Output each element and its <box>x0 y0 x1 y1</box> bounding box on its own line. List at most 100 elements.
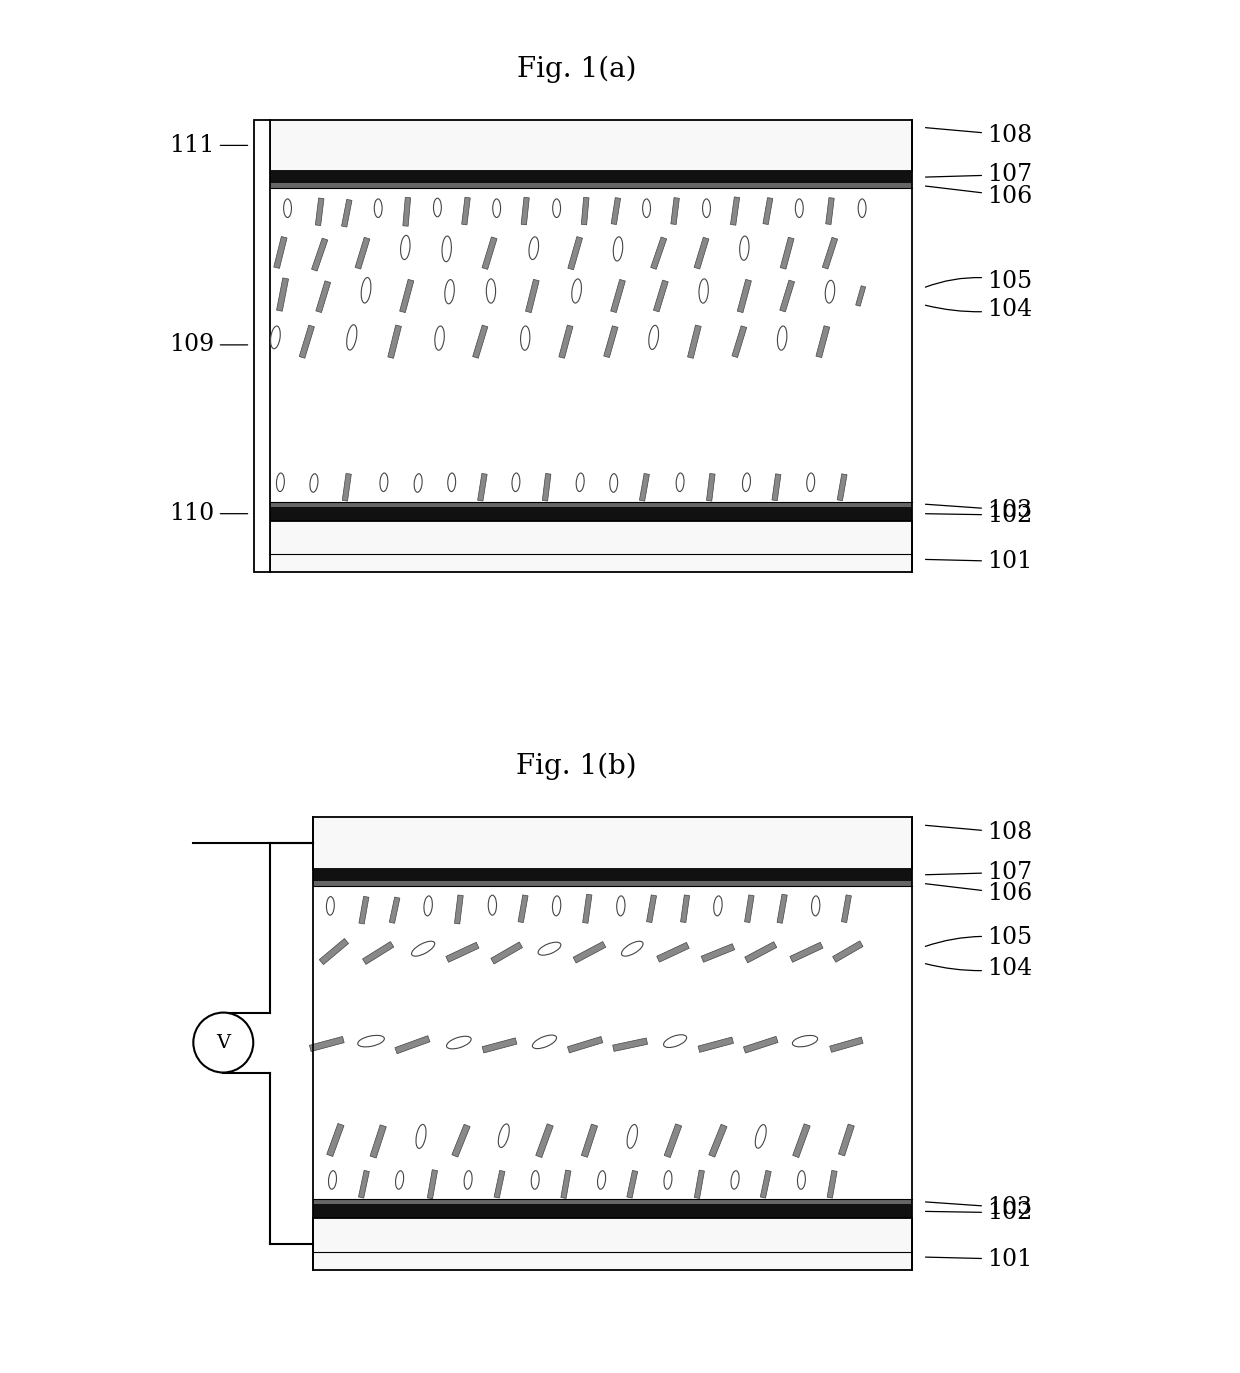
Polygon shape <box>646 895 656 923</box>
Ellipse shape <box>616 897 625 916</box>
Bar <box>254 119 269 573</box>
Polygon shape <box>822 238 837 269</box>
Text: 111: 111 <box>170 135 248 157</box>
Text: 108: 108 <box>925 124 1032 147</box>
Text: 103: 103 <box>925 498 1032 522</box>
Polygon shape <box>842 895 852 923</box>
Text: 103: 103 <box>925 1196 1032 1219</box>
Polygon shape <box>358 1170 370 1199</box>
Bar <box>269 172 913 183</box>
Ellipse shape <box>743 474 750 492</box>
Polygon shape <box>610 280 625 313</box>
Ellipse shape <box>531 1171 539 1189</box>
Ellipse shape <box>347 324 357 350</box>
Polygon shape <box>428 1170 438 1199</box>
Ellipse shape <box>699 279 708 303</box>
Polygon shape <box>446 942 479 962</box>
Polygon shape <box>709 1124 727 1157</box>
Text: Fig. 1(b): Fig. 1(b) <box>516 754 637 780</box>
Ellipse shape <box>357 1035 384 1046</box>
Bar <box>312 1199 913 1204</box>
Polygon shape <box>687 325 701 358</box>
Polygon shape <box>604 325 618 357</box>
Polygon shape <box>311 238 327 270</box>
Polygon shape <box>745 942 776 962</box>
Bar <box>269 183 913 188</box>
Polygon shape <box>388 325 402 358</box>
Ellipse shape <box>446 1037 471 1049</box>
Polygon shape <box>681 895 689 923</box>
Polygon shape <box>738 279 751 313</box>
Ellipse shape <box>795 199 804 217</box>
Polygon shape <box>657 942 689 962</box>
Polygon shape <box>671 198 680 225</box>
Ellipse shape <box>277 474 284 492</box>
Polygon shape <box>559 325 573 358</box>
Bar <box>312 886 913 1199</box>
Ellipse shape <box>361 277 371 303</box>
Ellipse shape <box>598 1171 605 1189</box>
Ellipse shape <box>807 474 815 492</box>
Polygon shape <box>651 238 667 269</box>
Ellipse shape <box>642 199 651 217</box>
Ellipse shape <box>703 199 711 217</box>
Polygon shape <box>627 1170 637 1199</box>
Bar <box>269 501 913 507</box>
Ellipse shape <box>811 897 820 916</box>
Text: 104: 104 <box>925 298 1032 321</box>
Polygon shape <box>792 1124 810 1157</box>
Polygon shape <box>665 1124 682 1157</box>
Polygon shape <box>611 198 620 225</box>
Polygon shape <box>830 1037 863 1052</box>
Polygon shape <box>827 1170 837 1199</box>
Ellipse shape <box>489 895 496 916</box>
Polygon shape <box>341 199 352 227</box>
Polygon shape <box>780 238 794 269</box>
Polygon shape <box>826 198 835 225</box>
Polygon shape <box>698 1037 734 1052</box>
Ellipse shape <box>649 325 658 349</box>
Ellipse shape <box>714 897 722 916</box>
Polygon shape <box>582 198 589 225</box>
Polygon shape <box>707 474 715 501</box>
Ellipse shape <box>572 279 582 303</box>
Polygon shape <box>763 198 773 225</box>
Circle shape <box>193 1012 253 1072</box>
Polygon shape <box>355 238 370 269</box>
Ellipse shape <box>663 1171 672 1189</box>
Polygon shape <box>777 894 787 923</box>
Bar <box>269 119 913 172</box>
Ellipse shape <box>676 474 684 492</box>
Ellipse shape <box>610 474 618 493</box>
Polygon shape <box>358 897 368 924</box>
Polygon shape <box>521 198 529 225</box>
Ellipse shape <box>445 280 454 303</box>
Text: 102: 102 <box>925 504 1032 527</box>
Polygon shape <box>477 474 487 501</box>
Ellipse shape <box>538 942 560 956</box>
Polygon shape <box>744 1037 777 1053</box>
Text: 106: 106 <box>925 883 1032 905</box>
Polygon shape <box>370 1124 387 1157</box>
Text: Fig. 1(a): Fig. 1(a) <box>517 55 636 82</box>
Ellipse shape <box>424 897 433 916</box>
Polygon shape <box>274 236 286 268</box>
Polygon shape <box>640 474 650 501</box>
Polygon shape <box>653 280 668 312</box>
Ellipse shape <box>396 1171 404 1189</box>
Ellipse shape <box>498 1124 510 1148</box>
Bar <box>269 520 913 573</box>
Polygon shape <box>451 1124 470 1157</box>
Polygon shape <box>694 238 709 269</box>
Text: 106: 106 <box>925 184 1032 207</box>
Bar <box>312 1204 913 1218</box>
Polygon shape <box>518 895 528 923</box>
Polygon shape <box>701 943 734 962</box>
Ellipse shape <box>797 1171 805 1189</box>
Ellipse shape <box>621 942 644 956</box>
Polygon shape <box>760 1170 771 1199</box>
Text: V: V <box>216 1034 231 1052</box>
Text: 109: 109 <box>170 334 248 357</box>
Ellipse shape <box>858 199 866 217</box>
Ellipse shape <box>434 198 441 217</box>
